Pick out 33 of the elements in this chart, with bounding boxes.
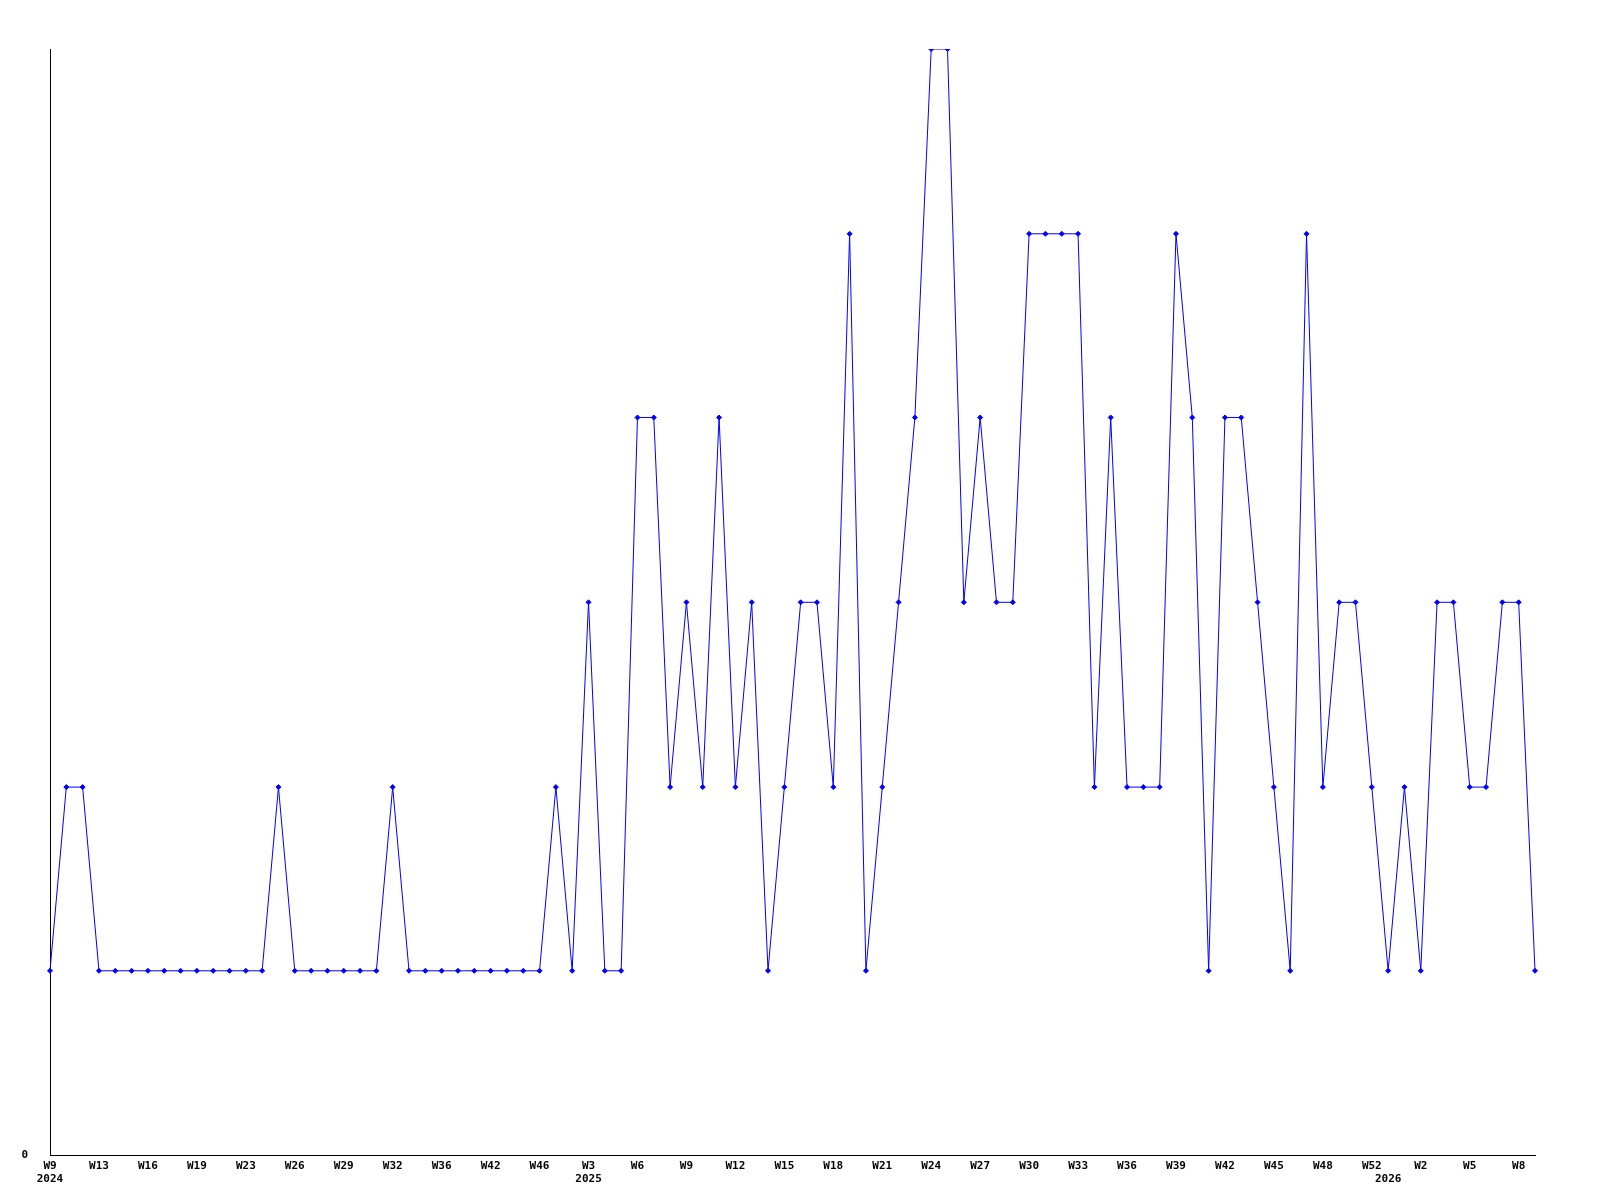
x-tick-label: W42 [1215, 1159, 1235, 1173]
x-tick-label: W12 [725, 1159, 746, 1173]
x-tick-label: W27 [970, 1159, 991, 1173]
x-tick-label: W8 [1512, 1159, 1526, 1173]
x-tick-label: W48 [1312, 1159, 1333, 1173]
x-tick-label: 2026 [1374, 1172, 1402, 1186]
x-tick-label: W24 [921, 1159, 942, 1173]
x-tick-label: W5 [1463, 1159, 1477, 1173]
x-tick-label: W39 [1166, 1159, 1186, 1173]
x-tick-label: W29 [333, 1159, 354, 1173]
x-tick-label: W30 [1019, 1159, 1040, 1173]
x-tick-label: W16 [137, 1159, 159, 1173]
x-tick-label: W52 [1361, 1159, 1382, 1173]
x-tick-label: W45 [1263, 1159, 1284, 1173]
x-tick-label: W18 [823, 1159, 844, 1173]
x-tick-label: W19 [186, 1159, 207, 1173]
x-tick-label: W42 [480, 1159, 501, 1173]
x-tick-label: W3 2025 [575, 1159, 602, 1186]
x-tick-label: W33 [1068, 1159, 1089, 1173]
x-tick-label: W23 [235, 1159, 256, 1173]
x-tick-label: W32 [382, 1159, 403, 1173]
x-tick-label: W36 [1117, 1159, 1138, 1173]
x-tick-label: W6 [630, 1159, 645, 1173]
text: 0 [21, 1148, 28, 1162]
x-tick-label: W9 [679, 1159, 694, 1173]
x-tick-label: W2 [1414, 1159, 1428, 1173]
x-tick-label: W15 [774, 1159, 795, 1173]
x-tick-label: W21 [872, 1159, 893, 1173]
x-tick-label: W46 [529, 1159, 550, 1173]
x-tick-label: W26 [284, 1159, 306, 1173]
x-tick-label: W36 [431, 1159, 452, 1173]
x-tick-label: W13 [89, 1159, 109, 1173]
x-tick-label: W9 2024 [36, 1159, 64, 1186]
